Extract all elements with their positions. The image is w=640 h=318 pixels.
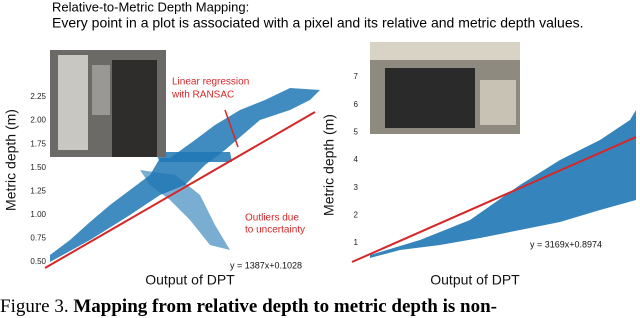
regression-line <box>351 136 637 263</box>
y-tick-label: 3 <box>354 183 359 192</box>
point-cloud <box>50 88 320 262</box>
y-tick-label: 1.50 <box>30 163 46 172</box>
equation: y = 1387x+0.1028 <box>230 260 302 270</box>
equation: y = 3169x+0.8974 <box>530 239 602 249</box>
y-tick-label: 5 <box>354 127 359 136</box>
y-tick-label: 1.00 <box>30 210 46 219</box>
annotation: Linear regression <box>172 77 249 88</box>
x-axis-label: Output of DPT <box>145 272 235 288</box>
y-tick-label: 2.25 <box>30 92 46 101</box>
regression-line <box>44 111 316 269</box>
right-plot: Metric depth (m) 7 6 5 4 3 2 1 Output of DPT y… <box>321 42 637 288</box>
y-tick-label: 4 <box>354 155 359 164</box>
caption-text: Mapping from relative depth to metric de… <box>73 296 497 317</box>
arrow <box>224 109 239 148</box>
photo-detail <box>385 68 475 128</box>
photo-detail <box>92 65 110 115</box>
y-tick-label: 0.50 <box>30 257 46 266</box>
y-tick-label: 6 <box>354 100 359 109</box>
caption: Figure 3. Mapping from relative depth to… <box>0 296 497 317</box>
photo-detail <box>58 55 88 150</box>
x-axis-label: Output of DPT <box>430 272 520 288</box>
y-tick-label: 2.00 <box>30 116 46 125</box>
photo-detail <box>370 42 520 60</box>
point-cloud <box>155 152 232 162</box>
y-tick-label: 0.75 <box>30 234 46 243</box>
y-tick-label: 1 <box>354 238 359 247</box>
y-axis-label: Metric depth (m) <box>3 109 19 211</box>
y-axis-label: Metric depth (m) <box>321 114 337 216</box>
y-tick-label: 1.75 <box>30 139 46 148</box>
y-tick-label: 1.25 <box>30 186 46 195</box>
caption-label: Figure 3. <box>0 296 69 317</box>
annotation: with RANSAC <box>171 90 234 101</box>
header-subtitle: Every point in a plot is associated with… <box>52 15 584 31</box>
photo-detail <box>480 80 516 125</box>
y-tick-label: 7 <box>354 72 359 81</box>
point-cloud <box>140 170 230 250</box>
photo-detail <box>112 60 157 157</box>
left-plot: Metric depth (m) 2.25 2.00 1.75 1.50 1.25 1.0… <box>3 50 320 288</box>
y-tick-label: 2 <box>354 210 359 219</box>
header-title: Relative-to-Metric Depth Mapping: <box>52 0 249 14</box>
annotation: to uncertainty <box>245 225 305 236</box>
annotation: Outliers due <box>245 213 299 224</box>
point-cloud <box>370 110 636 258</box>
